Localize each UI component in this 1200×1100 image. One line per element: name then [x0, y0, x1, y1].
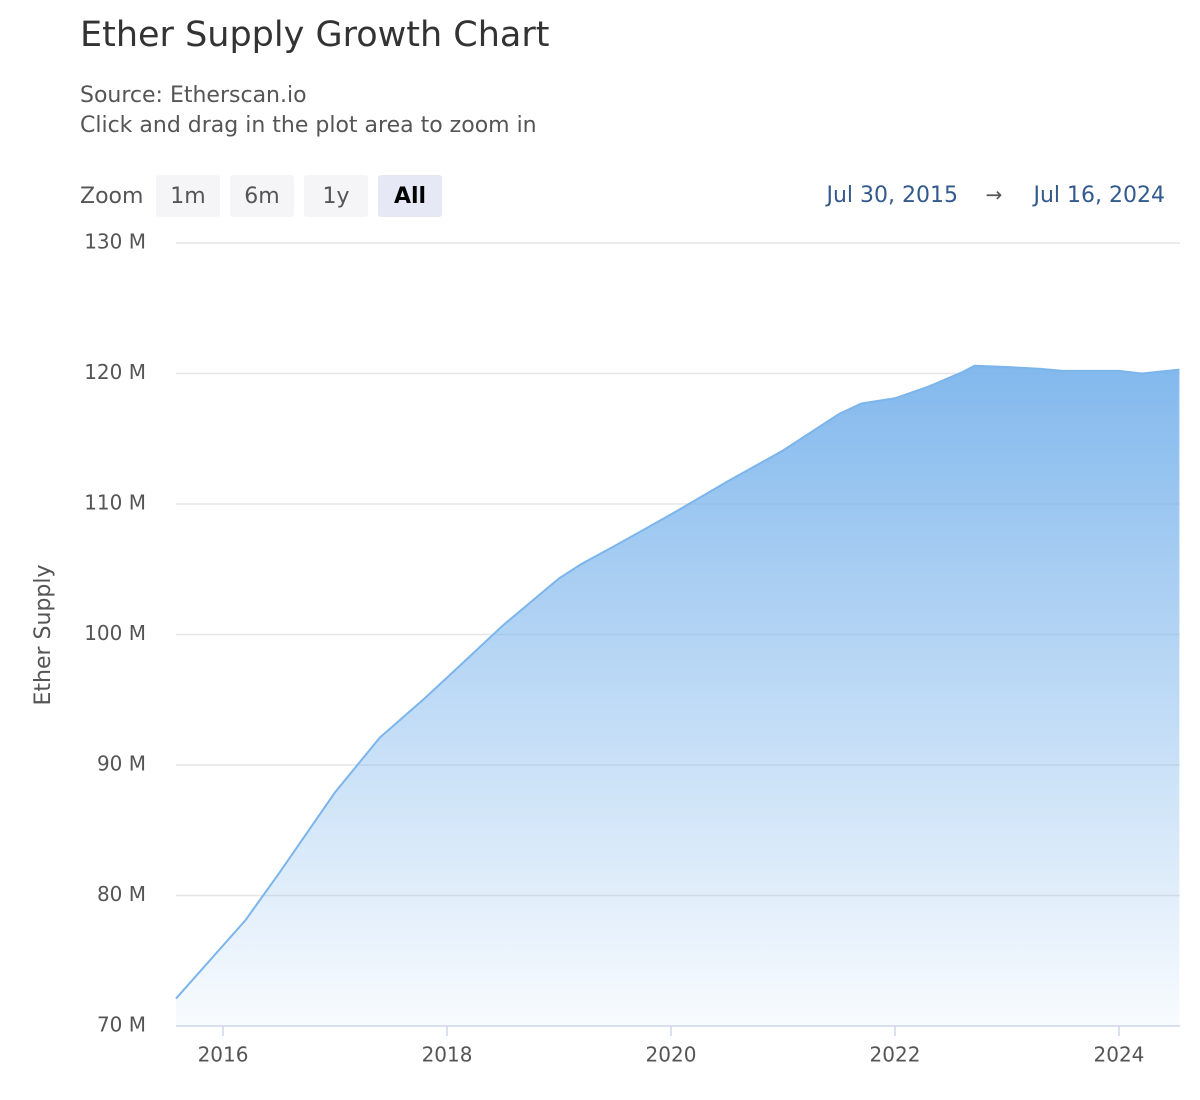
chart-title: Ether Supply Growth Chart	[80, 15, 549, 55]
y-tick-label: 90 M	[97, 752, 146, 776]
y-tick-label: 70 M	[97, 1013, 146, 1037]
y-tick-label: 80 M	[97, 882, 146, 906]
zoom-button[interactable]	[230, 175, 294, 217]
x-tick-label: 2022	[870, 1043, 921, 1067]
range-start[interactable]: Jul 30, 2015	[824, 183, 958, 208]
area-line	[175, 364, 1180, 1000]
y-tick-label: 120 M	[84, 360, 146, 384]
range-separator: →	[986, 183, 1003, 207]
zoom-button-label[interactable]: 1m	[170, 184, 205, 209]
zoom-button-label[interactable]: All	[394, 184, 426, 209]
zoom-button[interactable]	[156, 175, 220, 217]
range-end[interactable]: Jul 16, 2024	[1031, 183, 1165, 208]
zoom-button-label[interactable]: 1y	[322, 184, 349, 209]
subtitle: Source: Etherscan.io	[80, 83, 307, 108]
x-tick-label: 2018	[422, 1043, 473, 1067]
y-axis-title: Ether Supply	[31, 564, 56, 705]
x-tick-label: 2024	[1094, 1043, 1145, 1067]
x-tick-label: 2020	[646, 1043, 697, 1067]
y-tick-label: 130 M	[84, 230, 146, 254]
hint: Click and drag in the plot area to zoom …	[80, 113, 537, 138]
area-fill	[176, 365, 1180, 1026]
y-tick-label: 100 M	[84, 621, 146, 645]
zoom-button[interactable]	[378, 175, 442, 217]
zoom-button-label[interactable]: 6m	[244, 184, 279, 209]
zoom-label: Zoom	[80, 184, 143, 209]
x-tick-label: 2016	[198, 1043, 249, 1067]
y-tick-label: 110 M	[84, 491, 146, 515]
zoom-button[interactable]	[304, 175, 368, 217]
